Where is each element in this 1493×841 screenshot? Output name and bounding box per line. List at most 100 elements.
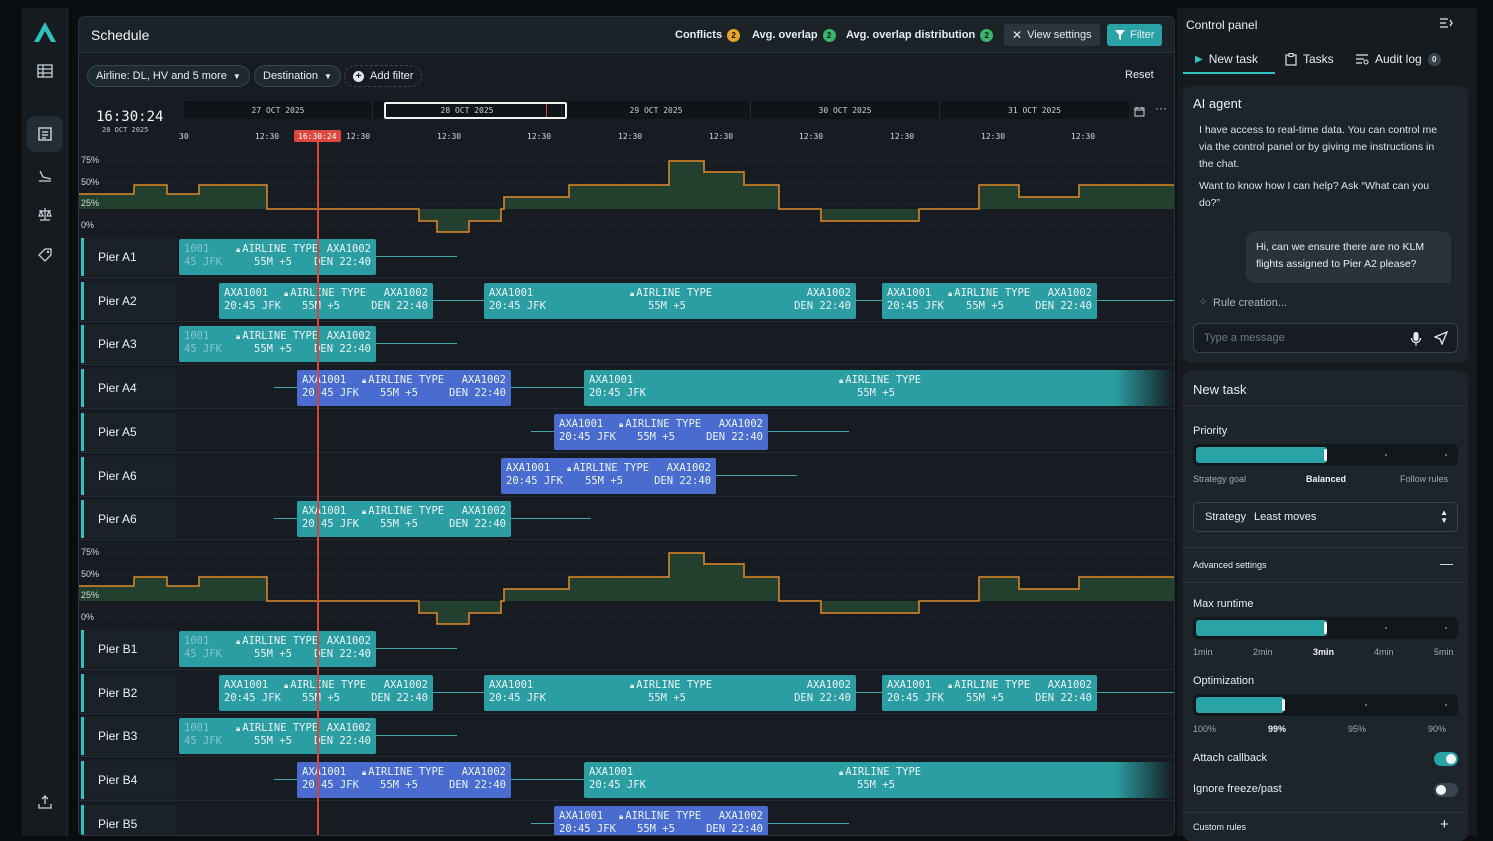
- date-cell[interactable]: 29 OCT 2025: [562, 101, 751, 119]
- flight-field: DEN 22:40: [371, 691, 428, 704]
- pier-row-label[interactable]: Pier B1: [81, 630, 177, 668]
- arrivals-icon[interactable]: [27, 157, 63, 193]
- flight-block[interactable]: 1001 45 JFK AXA1002 DEN 22:40 🔒︎ AIRLINE TYPE…: [179, 631, 376, 667]
- flight-field: 45 JFK: [184, 256, 222, 268]
- avg-distribution-button[interactable]: Avg. overlap distribution 2: [846, 25, 994, 45]
- lock-icon: 🔒︎: [839, 768, 844, 778]
- slider-handle[interactable]: [1324, 622, 1327, 634]
- aircraft-type-label: AIRLINE TYPE: [242, 243, 319, 255]
- optimization-scale-label: 90%: [1428, 724, 1447, 734]
- reset-button[interactable]: Reset: [1125, 69, 1154, 81]
- export-icon[interactable]: [27, 784, 63, 820]
- pier-row-label[interactable]: Pier A4: [81, 369, 177, 408]
- date-strip[interactable]: 27 OCT 2025 28 OCT 2025 29 OCT 2025 30 O…: [184, 101, 1129, 119]
- occupancy-line: [79, 160, 1174, 233]
- send-icon[interactable]: [1434, 331, 1448, 345]
- tab-new-task[interactable]: ▶ New task: [1195, 52, 1258, 66]
- pier-row-label[interactable]: Pier B2: [81, 673, 177, 712]
- pier-row-label[interactable]: Pier A5: [81, 412, 177, 451]
- date-cell[interactable]: 31 OCT 2025: [1008, 105, 1061, 115]
- collapse-icon[interactable]: —: [1440, 556, 1453, 571]
- lock-icon: 🔒︎: [630, 680, 635, 690]
- tab-audit-log[interactable]: Audit log 0: [1355, 52, 1441, 66]
- slider-stop: [1385, 454, 1387, 456]
- flight-block[interactable]: AXA1001 20:45 JFK AXA1002 DEN 22:40 🔒︎ AIRLIN…: [554, 805, 768, 835]
- filter-button[interactable]: Filter: [1107, 24, 1163, 46]
- logo-icon[interactable]: [27, 14, 63, 50]
- flight-block[interactable]: AXA1001 20:45 JFK 🔒︎ AIRLINE TYPE 55M +5: [584, 762, 1174, 799]
- pier-row-label[interactable]: Pier B4: [81, 761, 177, 800]
- aircraft-type: 🔒︎ AIRLINE TYPE: [362, 766, 444, 778]
- schedule-panel: Schedule Conflicts 2 Avg. overlap 2 Avg.…: [78, 16, 1175, 836]
- max-runtime-label: Max runtime: [1193, 598, 1254, 610]
- flight-block[interactable]: AXA1001 20:45 JFK AXA1002 DEN 22:40 🔒︎ AIRLIN…: [882, 282, 1097, 319]
- flight-block[interactable]: AXA1001 20:45 JFK AXA1002 DEN 22:40 🔒︎ AIRLIN…: [484, 282, 856, 319]
- microphone-icon[interactable]: [1410, 331, 1422, 346]
- now-marker-line: [317, 142, 319, 835]
- flight-block[interactable]: AXA1001 20:45 JFK AXA1002 DEN 22:40 🔒︎ AIRLIN…: [501, 457, 716, 494]
- flight-block[interactable]: AXA1001 20:45 JFK AXA1002 DEN 22:40 🔒︎ AIRLIN…: [882, 674, 1097, 711]
- chat-input[interactable]: Type a message: [1193, 323, 1458, 353]
- pier-row-label[interactable]: Pier B3: [81, 717, 177, 756]
- pier-row-label[interactable]: Pier A2: [81, 281, 177, 320]
- flight-block[interactable]: AXA1001 20:45 JFK AXA1002 DEN 22:40 🔒︎ AIRLIN…: [219, 282, 433, 319]
- schedule-icon[interactable]: [27, 116, 63, 152]
- pier-row-label[interactable]: Pier A6: [81, 500, 177, 539]
- flight-field: AXA1001: [302, 505, 347, 518]
- ignore-freeze-toggle[interactable]: [1434, 783, 1458, 797]
- slider-handle[interactable]: [1282, 699, 1285, 711]
- flight-block[interactable]: AXA1001 20:45 JFK AXA1002 DEN 22:40 🔒︎ AIRLIN…: [297, 370, 511, 407]
- more-icon[interactable]: ···: [1155, 101, 1167, 115]
- flight-field: DEN 22:40: [371, 299, 428, 312]
- calendar-icon[interactable]: [1134, 104, 1145, 122]
- add-filter-button[interactable]: + Add filter: [344, 65, 423, 87]
- flight-block[interactable]: 1001 45 JFK AXA1002 DEN 22:40 🔒︎ AIRLINE TYPE…: [179, 326, 376, 363]
- date-range-selector[interactable]: [384, 102, 567, 119]
- flight-block[interactable]: AXA1001 20:45 JFK AXA1002 DEN 22:40 🔒︎ AIRLIN…: [484, 674, 856, 711]
- attach-callback-toggle[interactable]: [1434, 752, 1458, 766]
- flight-field: DEN 22:40: [449, 518, 506, 531]
- date-cell[interactable]: 27 OCT 2025: [184, 101, 373, 119]
- optimization-slider[interactable]: [1193, 694, 1458, 716]
- flight-block[interactable]: AXA1001 20:45 JFK AXA1002 DEN 22:40 🔒︎ AIRLIN…: [219, 674, 433, 711]
- flight-block[interactable]: 1001 45 JFK AXA1002 DEN 22:40 🔒︎ AIRLINE TYPE…: [179, 239, 376, 275]
- flight-block[interactable]: AXA1001 20:45 JFK AXA1002 DEN 22:40 🔒︎ AIRLIN…: [297, 501, 511, 538]
- flight-field: AXA1002: [326, 330, 371, 343]
- flight-block[interactable]: 1001 45 JFK AXA1002 DEN 22:40 🔒︎ AIRLINE TYPE…: [179, 718, 376, 755]
- pier-row-label[interactable]: Pier A3: [81, 325, 177, 364]
- priority-slider[interactable]: [1193, 444, 1458, 466]
- airline-filter-chip[interactable]: Airline: DL, HV and 5 more ▼: [87, 65, 250, 87]
- flight-field: 20:45 JFK: [506, 474, 563, 487]
- flight-field: DEN 22:40: [314, 648, 371, 660]
- flight-duration: 55M +5: [380, 387, 418, 400]
- max-runtime-slider[interactable]: [1193, 617, 1458, 639]
- pier-row-label[interactable]: Pier A6: [81, 456, 177, 495]
- collapse-panel-icon[interactable]: [1439, 16, 1453, 35]
- flight-field: 20:45 JFK: [559, 822, 616, 835]
- date-cell[interactable]: 28 OCT 2025: [373, 101, 562, 119]
- pier-row-label[interactable]: Pier B5: [81, 804, 177, 835]
- destination-filter-chip[interactable]: Destination ▼: [254, 65, 341, 87]
- agent-message: I have access to real-time data. You can…: [1199, 124, 1438, 170]
- strategy-select[interactable]: Strategy Least moves ▲ ▼: [1193, 502, 1458, 532]
- flight-block[interactable]: AXA1001 20:45 JFK 🔒︎ AIRLINE TYPE 55M +5: [584, 370, 1174, 407]
- turnaround-connector: [1097, 299, 1174, 301]
- filter-label: Filter: [1130, 29, 1155, 41]
- turnaround-connector: [511, 518, 591, 520]
- tab-tasks[interactable]: Tasks: [1285, 52, 1334, 66]
- table-icon[interactable]: [27, 53, 63, 89]
- strategy-value: Least moves: [1254, 511, 1317, 523]
- avg-overlap-button[interactable]: Avg. overlap 2: [752, 25, 836, 45]
- conflicts-button[interactable]: Conflicts 2: [675, 25, 741, 45]
- flight-block[interactable]: AXA1001 20:45 JFK AXA1002 DEN 22:40 🔒︎ AIRLIN…: [554, 413, 768, 450]
- slider-handle[interactable]: [1324, 449, 1327, 461]
- date-cell[interactable]: 30 OCT 2025: [751, 101, 940, 119]
- pier-row-label[interactable]: Pier A1: [81, 238, 177, 276]
- view-settings-button[interactable]: ✕ View settings: [1004, 24, 1100, 46]
- flight-field: AXA1002: [461, 374, 506, 387]
- flight-block[interactable]: AXA1001 20:45 JFK AXA1002 DEN 22:40 🔒︎ AIRLIN…: [297, 762, 511, 799]
- tag-icon[interactable]: [27, 237, 63, 273]
- balance-icon[interactable]: [27, 196, 63, 232]
- add-icon[interactable]: +: [1440, 816, 1449, 833]
- flight-field: 1001: [184, 722, 210, 735]
